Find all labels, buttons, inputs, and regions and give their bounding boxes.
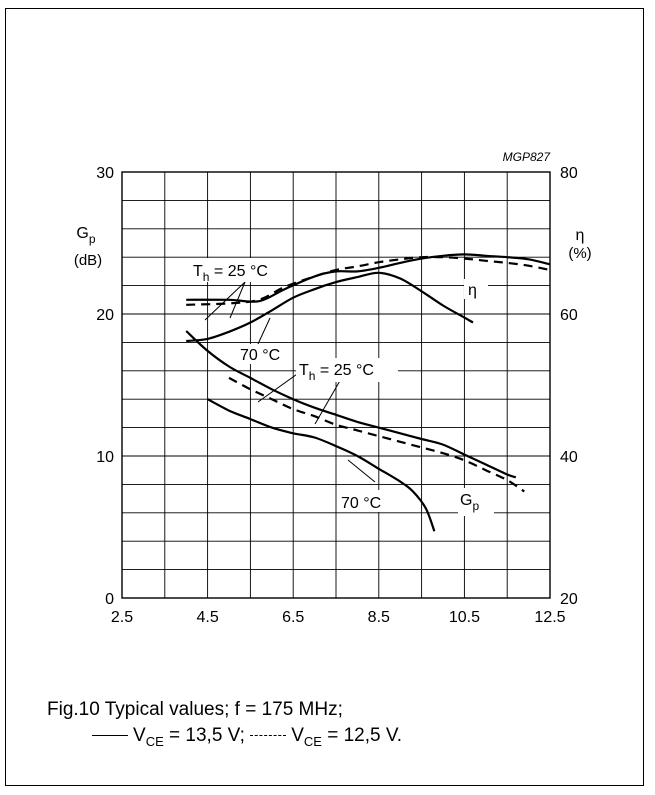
figure-frame bbox=[5, 8, 644, 786]
y-left-tick-label: 20 bbox=[96, 307, 114, 324]
gp-curve-label-main: G bbox=[460, 492, 472, 509]
gp-curve-25-dashed bbox=[228, 376, 525, 493]
eta-70-label-bg bbox=[238, 344, 286, 364]
caption-solid-vce-sub: CE bbox=[145, 733, 164, 749]
annotation-leader-line bbox=[347, 459, 376, 483]
x-tick-label: 8.5 bbox=[368, 609, 390, 626]
eta-curve-25-solid bbox=[186, 253, 551, 303]
y-left-label-main: G bbox=[76, 225, 88, 242]
caption-dashed-vce-sub: CE bbox=[303, 733, 322, 749]
y-left-label-sub: p bbox=[89, 232, 96, 246]
grid bbox=[122, 172, 550, 598]
eta-top-label-prefix: T bbox=[193, 263, 203, 280]
y-right-unit: (%) bbox=[568, 245, 591, 262]
caption-line-2: VCE = 13,5 V; VCE = 12,5 V. bbox=[47, 723, 402, 755]
annotation-leader-line bbox=[229, 281, 246, 319]
gp-curve-label-sub: p bbox=[472, 499, 479, 513]
eta-curve-label-bg bbox=[464, 279, 488, 299]
gp-top-label-prefix: T bbox=[299, 362, 309, 379]
gp-top-label: Th = 25 °C bbox=[299, 362, 374, 383]
y-left-tick-label: 30 bbox=[96, 165, 114, 182]
eta-curve-25-dashed bbox=[186, 255, 551, 306]
eta-top-label-sub: h bbox=[203, 270, 210, 284]
eta-curve-label: η bbox=[468, 282, 477, 299]
plot-area bbox=[121, 171, 551, 599]
y-left-unit: (dB) bbox=[74, 252, 102, 269]
annotation-leader-line bbox=[204, 281, 246, 321]
x-tick-label: 10.5 bbox=[449, 609, 480, 626]
eta-top-label-suffix: = 25 °C bbox=[209, 263, 267, 280]
figure-caption: Fig.10 Typical values; f = 175 MHz; VCE … bbox=[47, 697, 402, 755]
annotation-leader-line bbox=[257, 317, 271, 345]
annotation-leader-line bbox=[257, 371, 301, 403]
y-right-tick-label: 80 bbox=[560, 165, 578, 182]
x-tick-label: 4.5 bbox=[196, 609, 218, 626]
eta-top-label: Th = 25 °C bbox=[193, 263, 268, 284]
y-right-label: η bbox=[576, 227, 585, 244]
gp-70-label: 70 °C bbox=[341, 495, 381, 512]
y-left-tick-label: 10 bbox=[96, 449, 114, 466]
caption-line-1: Fig.10 Typical values; f = 175 MHz; bbox=[47, 699, 343, 720]
x-tick-label: 2.5 bbox=[111, 609, 133, 626]
curves bbox=[185, 253, 551, 532]
gp-top-label-sub: h bbox=[309, 369, 316, 383]
annotation-leaders bbox=[204, 281, 376, 483]
gp-curve-25-solid bbox=[185, 330, 517, 479]
y-left-tick-label: 0 bbox=[105, 591, 114, 608]
caption-solid-vce: V bbox=[133, 725, 146, 746]
y-right-tick-label: 40 bbox=[560, 449, 578, 466]
x-tick-label: 6.5 bbox=[282, 609, 304, 626]
gp-top-label-bg bbox=[296, 358, 398, 382]
caption-solid-value: = 13,5 V; bbox=[163, 725, 245, 746]
gp-top-label-suffix: = 25 °C bbox=[315, 362, 373, 379]
eta-curve-70-solid bbox=[186, 271, 474, 343]
caption-dashed-vce: V bbox=[291, 725, 304, 746]
tick-labels: 2.5 4.5 6.5 8.5 10.5 12.5 0 10 20 30 20 40 60 80 bbox=[96, 165, 578, 626]
gp-curve-label: Gp bbox=[460, 492, 479, 513]
eta-70-label: 70 °C bbox=[240, 347, 280, 364]
y-right-tick-label: 60 bbox=[560, 307, 578, 324]
figure-code: MGP827 bbox=[503, 150, 552, 164]
caption-dashed-value: = 12,5 V. bbox=[321, 725, 403, 746]
gp-curve-label-bg bbox=[458, 488, 494, 516]
eta-top-label-bg bbox=[190, 258, 290, 282]
y-left-label: Gp bbox=[76, 225, 95, 246]
y-right-tick-label: 20 bbox=[560, 591, 578, 608]
gp-curve-70-solid bbox=[207, 398, 436, 532]
x-tick-label: 12.5 bbox=[534, 609, 565, 626]
gp-70-label-bg bbox=[338, 490, 388, 512]
solid-line-legend bbox=[92, 735, 128, 737]
dashed-line-legend bbox=[250, 735, 287, 737]
